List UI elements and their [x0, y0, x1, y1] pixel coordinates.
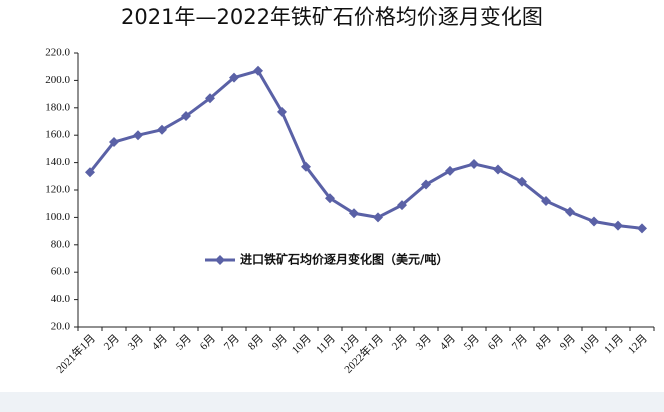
point [397, 200, 407, 211]
y-tick-label: 40.0 [51, 293, 71, 305]
y-tick-label: 80.0 [51, 238, 71, 250]
point [637, 223, 647, 234]
y-tick-label: 120.0 [45, 184, 70, 196]
point [157, 124, 167, 135]
point [493, 164, 503, 175]
point [229, 72, 239, 83]
point [181, 111, 191, 122]
point [445, 165, 455, 176]
point [517, 176, 527, 187]
point [613, 220, 623, 231]
y-tick-label: 160.0 [45, 129, 70, 141]
point [205, 93, 215, 104]
point [349, 208, 359, 219]
point [85, 167, 95, 178]
point [565, 206, 575, 217]
line [88, 69, 643, 230]
y-tick-label: 220.0 [45, 47, 70, 59]
point [277, 106, 287, 117]
legend-marker [215, 255, 225, 265]
y-tick-label: 100.0 [45, 211, 70, 223]
point [469, 158, 479, 169]
chart-title: 2021年—2022年铁矿石价格均价逐月变化图 [121, 5, 543, 29]
y-tick-label: 60.0 [51, 266, 71, 278]
y-tick-label: 200.0 [45, 74, 70, 86]
point [253, 65, 263, 76]
point [325, 193, 335, 204]
point [301, 161, 311, 172]
y-tick-label: 180.0 [45, 101, 70, 113]
point [133, 130, 143, 141]
point [541, 195, 551, 206]
point [589, 216, 599, 227]
point [421, 179, 431, 190]
legend-label: 进口铁矿石均价逐月变化图（美元/吨） [240, 252, 448, 267]
y-tick-label: 140.0 [45, 156, 70, 168]
point [373, 212, 383, 223]
point [109, 137, 119, 148]
y-tick-label: 20.0 [51, 321, 71, 333]
